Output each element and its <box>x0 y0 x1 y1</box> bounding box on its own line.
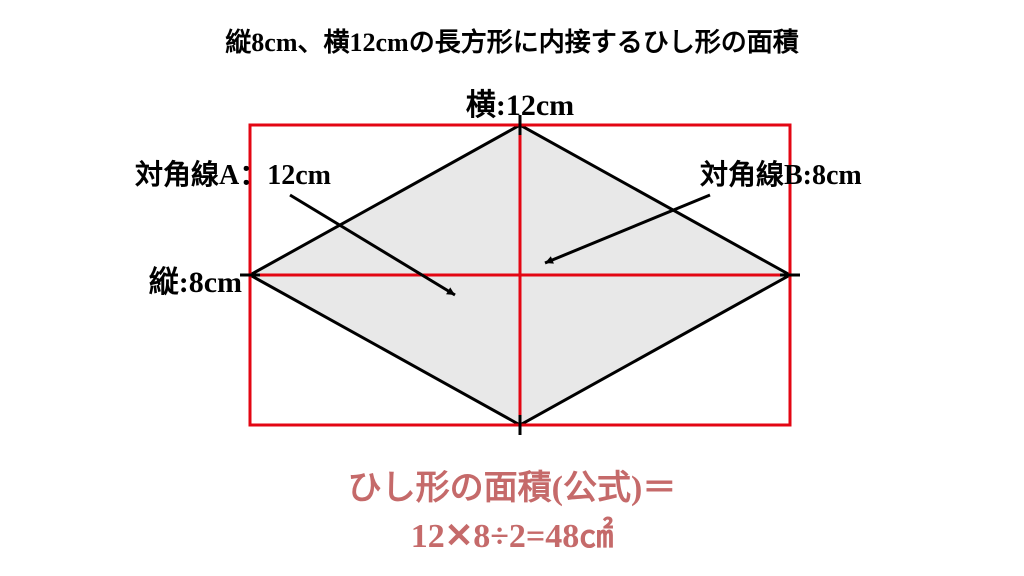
height-label: 縦:8cm <box>149 257 242 301</box>
width-label: 横:12cm <box>466 80 574 124</box>
formula-line2: 12✕8÷2=48㎠ <box>411 508 614 557</box>
diagB-label: 対角線B:8cm <box>700 153 862 193</box>
formula-line1: ひし形の面積(公式)＝ <box>348 460 677 509</box>
title: 縦8cm、横12cmの長方形に内接するひし形の面積 <box>225 22 798 59</box>
diagram-stage: 縦8cm、横12cmの長方形に内接するひし形の面積 横:12cm 縦:8cm 対… <box>0 0 1024 576</box>
diagA-label: 対角線A：12cm <box>135 153 331 193</box>
